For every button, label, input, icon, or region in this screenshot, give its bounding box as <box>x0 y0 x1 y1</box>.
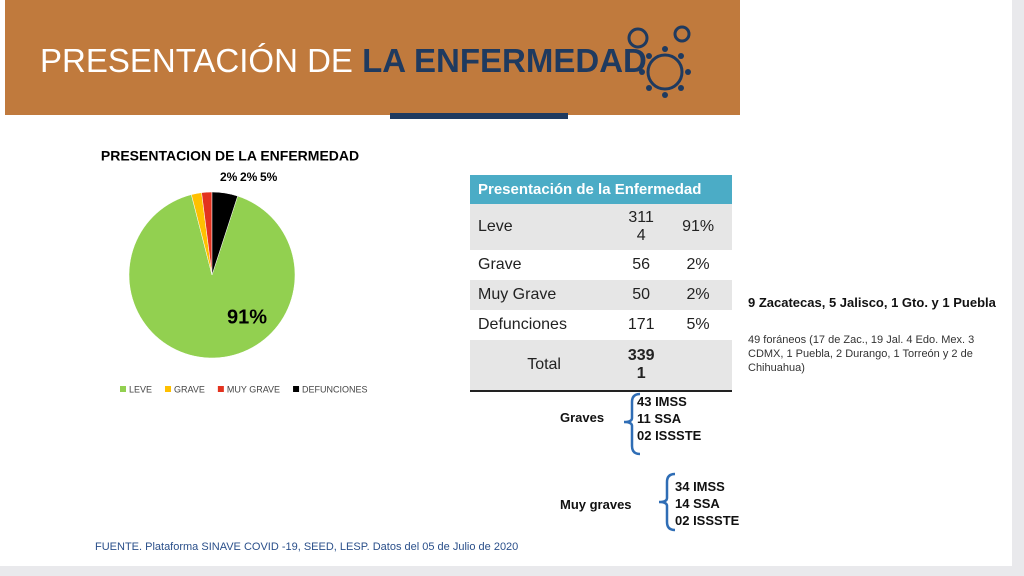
cell: 5% <box>686 316 710 333</box>
legend-label: DEFUNCIONES <box>302 384 368 394</box>
bracket <box>658 472 676 532</box>
cell: 2% <box>664 280 732 310</box>
virus-icon <box>627 25 691 98</box>
muy-graves-label: Muy graves <box>560 497 632 512</box>
slide: PRESENTACIÓN DE LA ENFERMEDAD PRESENTACI… <box>0 0 1012 566</box>
cell: 3391 <box>618 340 665 392</box>
cell: 50 <box>618 280 665 310</box>
legend-swatch <box>293 386 300 392</box>
note-main: 9 Zacatecas, 5 Jalisco, 1 Gto. y 1 Puebl… <box>748 295 996 310</box>
bracket <box>623 392 641 456</box>
pie-slice <box>211 191 238 276</box>
cell: 91% <box>664 204 732 250</box>
chart-title: PRESENTACION DE LA ENFERMEDAD <box>101 148 359 164</box>
legend-label: GRAVE <box>174 384 205 394</box>
data-label: 2% <box>220 170 238 184</box>
item: 34 IMSS <box>675 479 725 494</box>
cell: Grave <box>478 256 522 273</box>
pie-slice <box>128 194 296 359</box>
title-bold: LA ENFERMEDAD <box>362 42 647 79</box>
note-detail: 49 foráneos (17 de Zac., 19 Jal. 4 Edo. … <box>748 334 975 374</box>
cell <box>664 340 732 392</box>
item: 11 SSA <box>637 411 682 426</box>
item: 43 IMSS <box>637 394 687 409</box>
pie-chart: PRESENTACION DE LA ENFERMEDAD 91%2% 2% 5%L… <box>101 148 368 395</box>
banner <box>5 0 740 115</box>
item: 02 ISSSTE <box>637 428 702 443</box>
data-label: 91% <box>227 306 267 328</box>
cell: 2% <box>686 256 710 273</box>
cell: Defunciones <box>478 316 567 333</box>
cell: 171 <box>627 316 655 333</box>
muy-graves-list: 34 IMSS 14 SSA 02 ISSSTE <box>675 478 739 529</box>
item: 14 SSA <box>675 496 720 511</box>
graves-label: Graves <box>560 410 605 425</box>
legend-swatch <box>217 386 224 392</box>
cell: Muy Grave <box>470 280 619 310</box>
legend-swatch <box>120 386 126 392</box>
cell: Total <box>470 340 619 392</box>
legend-label: LEVE <box>129 384 152 394</box>
cell: 56 <box>632 256 651 273</box>
slide-title: PRESENTACIÓN DE LA ENFERMEDAD <box>40 42 647 80</box>
item: 02 ISSSTE <box>675 513 740 528</box>
cell: 3114 <box>618 204 665 250</box>
title-light: PRESENTACIÓN DE <box>40 42 363 79</box>
graves-list: 43 IMSS 11 SSA 02 ISSSTE <box>637 393 701 444</box>
data-label: 5% <box>260 170 278 184</box>
legend-label: MUY GRAVE <box>227 384 280 394</box>
footer: FUENTE. Plataforma SINAVE COVID -19, SEE… <box>95 541 519 553</box>
title-underline <box>390 113 568 119</box>
cell: Leve <box>470 204 619 250</box>
legend-swatch <box>165 386 172 392</box>
data-label: 2% <box>240 170 258 184</box>
table-title: Presentación de la Enfermedad <box>470 175 732 204</box>
summary-table: Presentación de la Enfermedad Leve 3114 91… <box>470 175 732 392</box>
